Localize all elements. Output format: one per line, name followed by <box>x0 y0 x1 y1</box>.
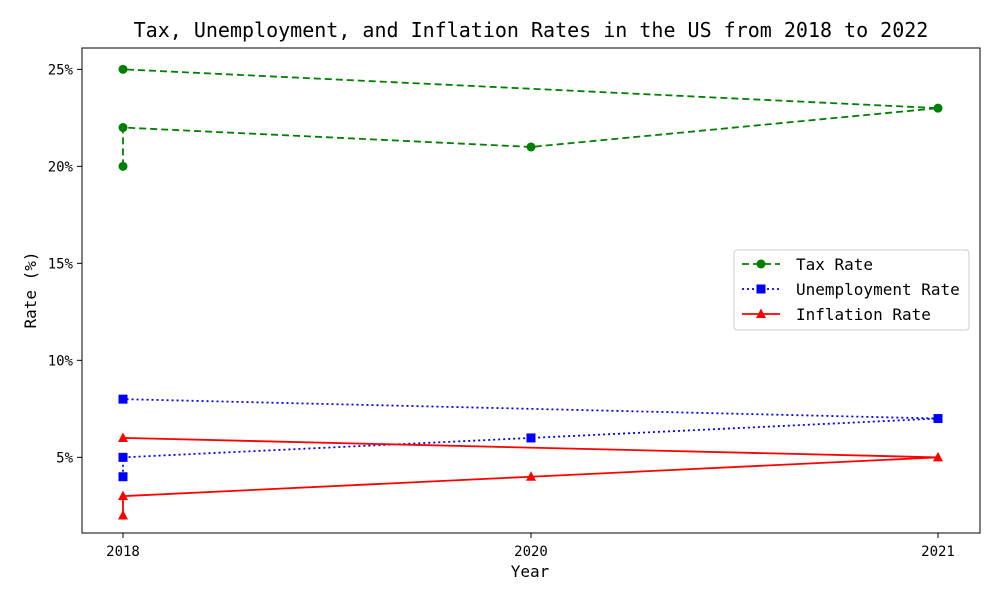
series-line <box>122 68 939 167</box>
data-point <box>118 510 128 520</box>
y-tick-label: 10% <box>48 353 74 369</box>
series-unemployment-rate <box>118 394 943 482</box>
data-point <box>933 103 943 113</box>
y-tick-label: 5% <box>56 450 73 466</box>
x-axis: 2018 2020 2021 <box>106 533 955 560</box>
data-point <box>526 433 536 443</box>
data-point <box>118 394 128 404</box>
data-point <box>118 452 128 462</box>
data-point <box>118 472 128 482</box>
chart-title: Tax, Unemployment, and Inflation Rates i… <box>134 18 929 42</box>
legend-label: Unemployment Rate <box>796 280 960 299</box>
data-point <box>118 161 128 171</box>
legend-label: Tax Rate <box>796 255 873 274</box>
x-tick-label: 2018 <box>106 544 140 560</box>
legend: Tax Rate Unemployment Rate Inflation Rate <box>733 249 970 331</box>
x-tick-label: 2021 <box>921 544 955 560</box>
y-tick-label: 25% <box>48 62 74 78</box>
legend-label: Inflation Rate <box>796 305 931 324</box>
data-point <box>933 414 943 424</box>
legend-marker <box>756 259 766 269</box>
series-inflation-rate <box>118 432 943 520</box>
data-point <box>526 471 536 481</box>
data-point <box>118 64 128 74</box>
data-point <box>526 142 536 152</box>
legend-marker <box>756 284 766 294</box>
y-tick-label: 15% <box>48 256 74 272</box>
series-tax-rate <box>118 64 943 171</box>
x-tick-label: 2020 <box>514 544 548 560</box>
x-axis-label: Year <box>511 562 550 581</box>
data-point <box>118 123 128 133</box>
legend-marker <box>756 308 766 318</box>
data-point <box>933 451 943 462</box>
y-axis: 5% 10% 15% 20% 25% <box>48 62 82 466</box>
data-point <box>118 490 128 501</box>
y-axis-label: Rate (%) <box>21 251 40 328</box>
data-point <box>118 432 128 442</box>
y-tick-label: 20% <box>48 159 74 175</box>
series-layer <box>118 64 943 520</box>
legend-box <box>733 249 970 331</box>
